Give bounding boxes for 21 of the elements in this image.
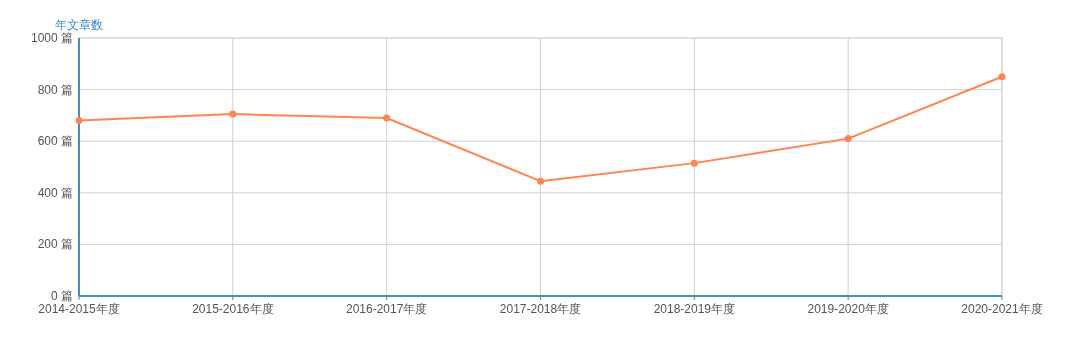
x-tick-label: 2017-2018年度: [499, 302, 582, 316]
point: [537, 177, 544, 185]
x-tick-label: 2016-2017年度: [345, 302, 428, 316]
y-tick-label: 600 篇: [37, 134, 73, 149]
y-tick-label: 1000 篇: [30, 31, 73, 45]
y-axis-title: 年文章数: [55, 18, 103, 32]
point: [998, 73, 1006, 81]
x-tick-label: 2019-2020年度: [807, 302, 889, 316]
point: [75, 117, 83, 125]
y-tick-label: 800 篇: [37, 82, 73, 97]
y-tick-label: 400 篇: [37, 185, 73, 200]
point: [383, 114, 391, 122]
y-tick-label: 200 篇: [37, 237, 73, 252]
x-tick-label: 2018-2019年度: [653, 302, 736, 316]
point: [229, 110, 237, 118]
x-tick-label: 2015-2016年度: [192, 302, 274, 316]
point: [690, 159, 698, 167]
y-tick-label: 0 篇: [50, 289, 73, 303]
x-tick-label: 2014-2015年度: [38, 302, 120, 316]
x-tick-label: 2020-2021年度: [961, 302, 1043, 316]
point: [844, 135, 852, 143]
